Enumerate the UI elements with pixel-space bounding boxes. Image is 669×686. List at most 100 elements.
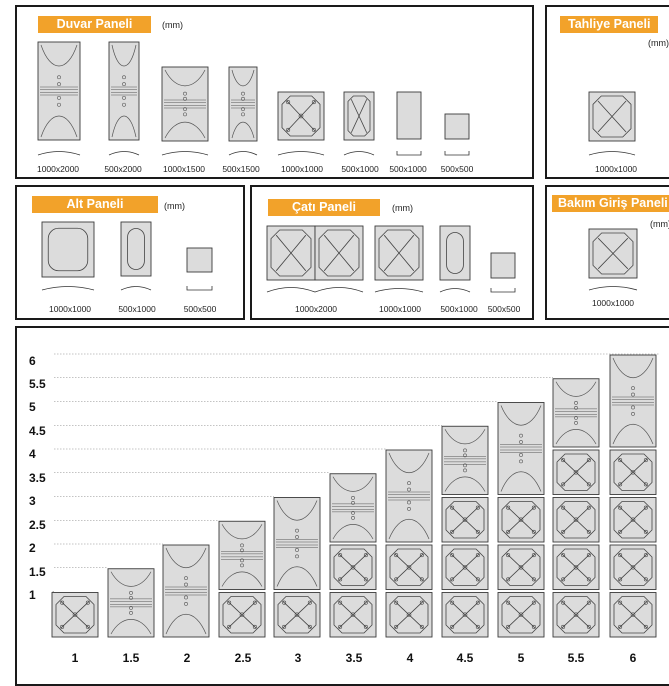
stack-col-3.5-wall-hole <box>351 495 355 500</box>
duvar-panel-1000x1000-cross-hole <box>286 127 291 132</box>
duvar-size-7: 500x1000 <box>389 164 427 174</box>
stack-col-3.5-cross-1-octagon <box>333 596 373 634</box>
bakim-profile <box>588 286 638 291</box>
stack-col-5-wall-hole <box>519 440 523 444</box>
alt-panel-500x500 <box>186 247 213 273</box>
duvar-panel-1000x1000-cross-hole <box>286 100 291 105</box>
stack-col-4.5-cross-3-hole <box>450 529 455 534</box>
duvar-panel-500x2000-curve-top <box>111 44 137 67</box>
stack-col-5.5-wall-curve-top <box>555 381 597 397</box>
cati-size-1: 1000x2000 <box>294 304 338 314</box>
stack-col-4.5-cross-2-hole <box>450 553 455 558</box>
y-tick-3.5: 3.5 <box>29 471 46 485</box>
stack-col-5-cross-3-octagon <box>501 501 541 539</box>
stack-col-5.5-cross-2-hole <box>586 553 591 558</box>
stack-col-6-cross-2-hole <box>618 553 623 558</box>
stack-col-2-wall <box>162 544 210 638</box>
x-label-1.5: 1.5 <box>122 651 140 665</box>
bakim-panel-1000x1000-octagon <box>592 232 634 275</box>
bakim-title: Bakım Giriş Paneli <box>552 195 669 212</box>
stack-col-1.5-wall <box>107 568 155 638</box>
stack-col-5.5-cross-4-hole <box>586 482 591 487</box>
stack-col-3.5-cross-2-hole-center <box>350 564 356 570</box>
duvar-size-4: 500x1500 <box>222 164 260 174</box>
stack-col-2-wall-curve-top <box>165 547 207 568</box>
stack-col-6-cross-2-hole <box>643 553 648 558</box>
stack-col-5.5-cross-1-hole <box>561 600 566 605</box>
stack-col-5.5-cross-2-hole <box>561 553 566 558</box>
stack-col-5-cross-2-hole <box>506 577 511 582</box>
stack-col-6-cross-4-octagon <box>613 453 653 491</box>
stack-col-6-cross-2-hole <box>618 577 623 582</box>
stack-col-4-cross-2-hole <box>394 553 399 558</box>
stack-col-5.5-cross-1-hole <box>586 600 591 605</box>
duvar-panel-1000x1500-hole <box>183 107 187 112</box>
stack-col-6-cross-4-diag-b <box>618 458 648 486</box>
stack-col-3-wall-curve-top <box>276 500 318 521</box>
y-tick-5.5: 5.5 <box>29 377 46 391</box>
stack-col-6-cross-1-diag-b <box>618 601 648 629</box>
stack-col-4-cross-2-hole <box>419 553 424 558</box>
stack-col-3-wall-hole <box>295 535 299 539</box>
stack-col-5.5-cross-4-diag-b <box>561 458 591 486</box>
stack-col-6-wall-curve-bottom <box>612 424 654 445</box>
alt-panel-1000x1000-inner <box>47 227 89 272</box>
stack-col-4-wall-hole <box>407 506 411 511</box>
stack-col-6-wall-hole <box>631 411 635 416</box>
duvar-panel-500x1000-cross-diag-b <box>350 99 368 133</box>
stack-col-3.5-wall-hole <box>351 515 355 520</box>
cati-panel-1000x1000-diag-b <box>383 234 415 272</box>
stack-col-5-cross-2-diag-b <box>506 553 536 581</box>
stack-col-5.5-cross-2-hole <box>586 577 591 582</box>
stack-col-5-cross-1-hole <box>506 624 511 629</box>
stack-col-4.5-cross-2-hole <box>475 577 480 582</box>
stack-col-5-cross-1-hole <box>506 600 511 605</box>
stack-col-5-cross-1-hole <box>531 600 536 605</box>
stack-col-4.5-cross-1-diag-b <box>450 601 480 629</box>
stack-col-4-cross-2-hole <box>394 577 399 582</box>
stack-col-3-cross-1-hole <box>282 600 287 605</box>
cati-size-3: 500x1000 <box>440 304 478 314</box>
stack-col-6-cross-2-diag-b <box>618 553 648 581</box>
stack-col-5-cross-2-hole-center <box>518 564 524 570</box>
duvar-panel-500x1500-curve-top <box>231 69 255 87</box>
x-label-3.5: 3.5 <box>345 651 363 665</box>
stack-col-4-wall <box>385 449 433 543</box>
alt-size-3: 500x500 <box>183 304 217 314</box>
duvar-unit: (mm) <box>162 20 183 30</box>
stack-col-6-cross-3-hole <box>618 505 623 510</box>
stack-col-3.5-cross-1-hole <box>363 600 368 605</box>
cati-profile-3 <box>439 288 471 293</box>
cati-title: Çatı Paneli <box>268 199 380 216</box>
duvar-profile-2 <box>108 151 140 156</box>
stack-col-5-cross-2-hole <box>506 553 511 558</box>
stack-col-6-cross-3-hole <box>643 505 648 510</box>
duvar-profile-4 <box>228 151 258 156</box>
stack-col-2.5-wall-hole <box>240 543 244 548</box>
stack-col-2.5-wall-hole <box>240 548 244 553</box>
stack-col-4.5-cross-1-octagon <box>445 596 485 634</box>
stack-col-2-wall-hole <box>184 595 188 600</box>
duvar-panel-1000x1500-hole <box>183 112 187 117</box>
stack-col-5.5-cross-4-octagon <box>556 453 596 491</box>
stack-col-6-cross-2-hole-center <box>630 564 636 570</box>
stack-col-3-cross-1-hole <box>307 600 312 605</box>
duvar-panel-1000x1500-hole <box>183 91 187 96</box>
duvar-size-6: 500x1000 <box>341 164 379 174</box>
stack-col-6-cross-3-octagon <box>613 501 653 539</box>
stack-col-5.5-wall <box>552 378 600 448</box>
stack-col-6-cross-1-hole <box>618 600 623 605</box>
duvar-panel-1000x2000-hole <box>57 95 61 100</box>
stack-col-3.5-wall-hole <box>351 500 355 505</box>
duvar-panel-1000x2000-curve-bottom <box>40 115 78 138</box>
stack-col-4.5-cross-3-diag-b <box>450 506 480 534</box>
stack-col-5.5-cross-1-hole <box>561 624 566 629</box>
stack-col-4-wall-hole <box>407 481 411 486</box>
stack-col-2-wall-hole <box>184 601 188 606</box>
stack-col-3.5-wall <box>329 473 377 543</box>
stack-col-6-wall <box>609 354 657 448</box>
alt-profile-3 <box>186 286 213 291</box>
duvar-profile-7 <box>396 151 422 156</box>
stack-col-5-wall-hole <box>519 459 523 464</box>
stack-col-6-cross-4-hole <box>643 482 648 487</box>
